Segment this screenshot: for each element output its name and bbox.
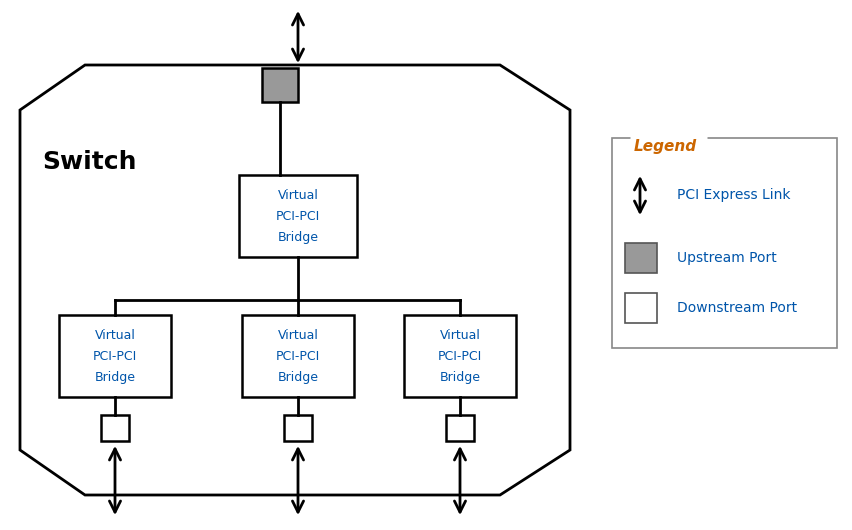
Text: Bridge: Bridge: [95, 371, 135, 384]
Text: PCI-PCI: PCI-PCI: [93, 350, 137, 363]
Bar: [612, 138, 837, 348]
Bar: [404, 315, 516, 397]
Bar: [625, 293, 657, 323]
Polygon shape: [20, 65, 570, 495]
Bar: [625, 243, 657, 273]
Bar: [284, 415, 312, 441]
Bar: [446, 415, 474, 441]
Text: PCI-PCI: PCI-PCI: [276, 210, 320, 223]
Text: Downstream Port: Downstream Port: [677, 301, 797, 315]
Text: Virtual: Virtual: [278, 329, 319, 342]
Text: Bridge: Bridge: [278, 231, 319, 244]
Text: PCI-PCI: PCI-PCI: [276, 350, 320, 363]
Text: Virtual: Virtual: [440, 329, 481, 342]
Text: PCI Express Link: PCI Express Link: [677, 188, 791, 202]
Text: Switch: Switch: [42, 150, 136, 174]
Bar: [101, 415, 129, 441]
Text: Bridge: Bridge: [278, 371, 319, 384]
Text: Virtual: Virtual: [278, 189, 319, 202]
Text: PCI-PCI: PCI-PCI: [438, 350, 482, 363]
Text: Virtual: Virtual: [95, 329, 135, 342]
Bar: [242, 315, 354, 397]
Bar: [239, 175, 357, 257]
Text: Legend: Legend: [634, 138, 697, 154]
Bar: [59, 315, 171, 397]
Text: Bridge: Bridge: [440, 371, 481, 384]
Bar: [262, 68, 298, 102]
Text: Upstream Port: Upstream Port: [677, 251, 777, 265]
